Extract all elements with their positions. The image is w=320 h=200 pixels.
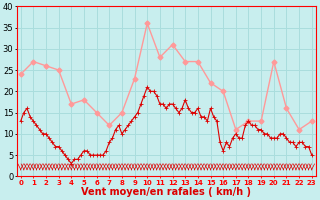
X-axis label: Vent moyen/en rafales ( km/h ): Vent moyen/en rafales ( km/h ) — [81, 187, 251, 197]
